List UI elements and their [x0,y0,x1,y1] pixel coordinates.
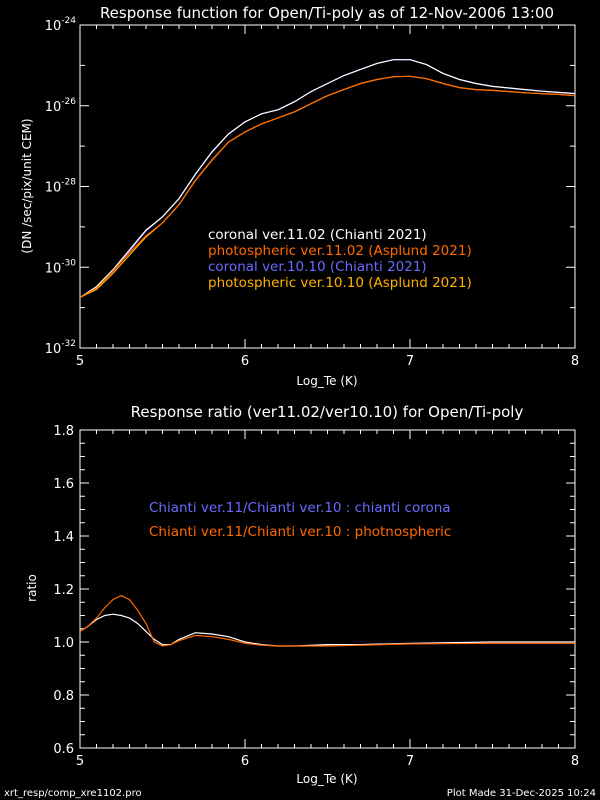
top-ylabel: (DN /sec/pix/unit CEM) [20,118,34,253]
y-tick-label: 0.6 [53,742,74,757]
x-tick-label: 8 [571,354,579,369]
bottom-title: Response ratio (ver11.02/ver10.10) for O… [131,403,524,421]
bottom-xlabel: Log_Te (K) [296,772,357,786]
footer-left: xrt_resp/comp_xre1102.pro [4,788,142,799]
plot-frame [79,24,576,349]
response-function-plot: 5 6 7 8 10-24 10-26 10-28 10-30 10-32 coronal ver… [45,16,579,369]
x-tick-label: 7 [406,354,414,369]
y-tick-label: 1.6 [53,477,74,492]
y-tick-label: 0.8 [53,689,74,704]
x-tick-label: 8 [571,754,579,769]
y-tick-label: 1.4 [53,530,74,545]
top-xlabel: Log_Te (K) [296,374,357,388]
top-title: Response function for Open/Ti-poly as of… [100,4,554,22]
y-tick-label: 1.2 [53,583,74,598]
legend-entry: coronal ver.10.10 (Chianti 2021) [208,259,427,275]
x-tick-label: 5 [76,754,84,769]
y-tick-label: 1.8 [53,424,74,439]
y-tick-label: 10-24 [45,16,77,34]
y-tick-label: 1.0 [53,636,74,651]
series-line-0 [79,613,575,647]
legend-entry: photospheric ver.10.10 (Asplund 2021) [208,275,472,291]
series-line-3 [79,75,576,299]
y-tick-label: 10-32 [45,339,76,357]
x-tick-label: 7 [406,754,414,769]
footer-right: Plot Made 31-Dec-2025 10:24 [447,788,596,799]
legend-entry: coronal ver.11.02 (Chianti 2021) [208,227,427,243]
y-tick-label: 10-30 [45,258,77,276]
plot-frame [79,429,576,749]
bottom-ylabel: ratio [25,574,39,602]
y-tick-label: 10-26 [45,97,77,115]
legend-entry: Chianti ver.11/Chianti ver.10 : chianti … [149,500,451,516]
legend-entry: photospheric ver.11.02 (Asplund 2021) [208,243,472,259]
series-line-1 [79,594,575,647]
legend-entry: Chianti ver.11/Chianti ver.10 : photnosp… [149,524,451,540]
x-tick-label: 6 [241,354,249,369]
x-tick-label: 6 [241,754,249,769]
series-line-2 [79,59,576,299]
response-ratio-plot: 5 6 7 8 0.6 0.8 1.0 1.2 1.4 1.6 1.8 Chianti ver.11/… [53,424,579,769]
x-tick-label: 5 [76,354,84,369]
y-tick-label: 10-28 [45,178,77,196]
